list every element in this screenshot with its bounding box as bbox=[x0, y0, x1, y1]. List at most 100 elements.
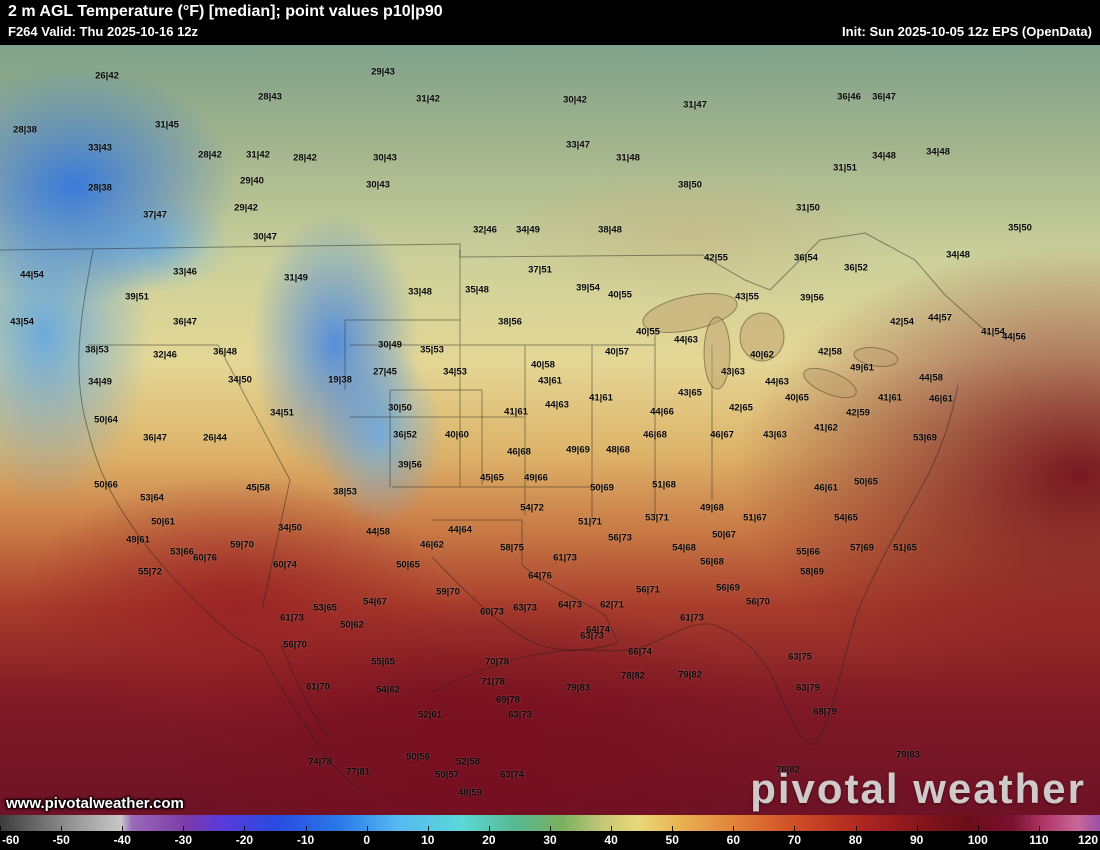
point-value: 63|73 bbox=[508, 709, 532, 721]
point-value: 34|49 bbox=[516, 224, 540, 236]
colorbar-tickmark bbox=[305, 826, 307, 831]
colorbar-tick-label: 90 bbox=[909, 833, 924, 847]
point-value: 61|73 bbox=[553, 552, 577, 564]
point-value: 45|65 bbox=[480, 472, 504, 484]
watermark-brand: pivotal weather bbox=[750, 765, 1086, 812]
point-value: 37|47 bbox=[143, 209, 167, 221]
point-value: 46|68 bbox=[507, 446, 531, 458]
point-value: 50|66 bbox=[94, 479, 118, 491]
point-value: 38|53 bbox=[85, 344, 109, 356]
colorbar-tick-label: -30 bbox=[174, 833, 192, 847]
point-value: 34|50 bbox=[278, 522, 302, 534]
point-value: 79|82 bbox=[678, 669, 702, 681]
point-value: 56|71 bbox=[636, 584, 660, 596]
point-value: 33|46 bbox=[173, 266, 197, 278]
colorbar-tick-label: 10 bbox=[421, 833, 435, 847]
point-value: 27|45 bbox=[373, 366, 397, 378]
point-value: 57|69 bbox=[850, 542, 874, 554]
point-value: 31|49 bbox=[284, 272, 308, 284]
point-value: 54|62 bbox=[376, 684, 400, 696]
point-value: 42|59 bbox=[846, 407, 870, 419]
point-value: 41|61 bbox=[878, 392, 902, 404]
point-value: 49|66 bbox=[524, 472, 548, 484]
colorbar-tick-label: 40 bbox=[604, 833, 618, 847]
point-value: 54|72 bbox=[520, 502, 544, 514]
point-value: 46|62 bbox=[420, 539, 444, 551]
point-value: 34|50 bbox=[228, 374, 252, 386]
point-value: 41|61 bbox=[504, 406, 528, 418]
point-value: 36|46 bbox=[837, 91, 861, 103]
init-time-label: Init: Sun 2025-10-05 12z EPS (OpenData) bbox=[842, 24, 1092, 39]
colorbar-tick-label: 120 bbox=[1077, 833, 1098, 847]
point-value: 31|45 bbox=[155, 119, 179, 131]
point-value: 68|79 bbox=[813, 706, 837, 718]
colorbar-tick-label: 60 bbox=[726, 833, 741, 847]
map-title: 2 m AGL Temperature (°F) [median]; point… bbox=[8, 3, 443, 20]
point-value: 56|73 bbox=[608, 532, 632, 544]
coastline-baja bbox=[261, 644, 363, 791]
point-value: 50|56 bbox=[406, 751, 430, 763]
point-value: 38|50 bbox=[678, 179, 702, 191]
point-value: 34|49 bbox=[88, 376, 112, 388]
colorbar-tick-label: 70 bbox=[787, 833, 802, 847]
point-value: 28|38 bbox=[13, 124, 37, 136]
point-value: 34|51 bbox=[270, 407, 294, 419]
state-border-texas bbox=[431, 519, 619, 651]
point-value: 63|79 bbox=[796, 682, 820, 694]
colorbar-tick-label: 80 bbox=[848, 833, 863, 847]
point-value: 51|68 bbox=[652, 479, 676, 491]
state-borders-plains bbox=[350, 250, 713, 523]
point-value: 40|60 bbox=[445, 429, 469, 441]
point-value: 59|70 bbox=[436, 586, 460, 598]
point-value: 56|68 bbox=[700, 556, 724, 568]
point-value: 74|78 bbox=[308, 756, 332, 768]
coastline-gulf bbox=[431, 592, 867, 746]
point-value: 53|71 bbox=[645, 512, 669, 524]
state-borders-mountain bbox=[344, 319, 483, 487]
point-value: 30|43 bbox=[373, 152, 397, 164]
point-value: 43|63 bbox=[763, 429, 787, 441]
point-value: 40|62 bbox=[750, 349, 774, 361]
point-value: 30|47 bbox=[253, 231, 277, 243]
point-value: 34|48 bbox=[872, 150, 896, 162]
colorbar-tickmark bbox=[611, 826, 613, 831]
point-value: 53|69 bbox=[913, 432, 937, 444]
colorbar-tick-label: 0 bbox=[363, 833, 370, 847]
point-value: 55|66 bbox=[796, 546, 820, 558]
point-value: 50|67 bbox=[712, 529, 736, 541]
point-value: 30|50 bbox=[388, 402, 412, 414]
point-value: 40|65 bbox=[785, 392, 809, 404]
point-value: 44|58 bbox=[366, 526, 390, 538]
point-value: 36|52 bbox=[844, 262, 868, 274]
point-value: 58|69 bbox=[800, 566, 824, 578]
point-value: 64|76 bbox=[528, 570, 552, 582]
point-value: 28|38 bbox=[88, 182, 112, 194]
point-value: 66|74 bbox=[628, 646, 652, 658]
colorbar-tickmark bbox=[122, 826, 124, 831]
point-value: 53|65 bbox=[313, 602, 337, 614]
colorbar-tickmark bbox=[916, 826, 918, 831]
point-value: 36|54 bbox=[794, 252, 818, 264]
point-value: 40|55 bbox=[608, 289, 632, 301]
point-value: 44|56 bbox=[1002, 331, 1026, 343]
borders-overlay bbox=[0, 232, 991, 791]
point-value: 71|78 bbox=[481, 676, 505, 688]
colorbar-tickmark bbox=[977, 826, 979, 831]
colorbar-tickmark bbox=[550, 826, 551, 831]
colorbar-tick-label: 20 bbox=[482, 833, 496, 847]
point-value: 46|67 bbox=[710, 429, 734, 441]
point-value: 40|55 bbox=[636, 326, 660, 338]
state-borders-california bbox=[88, 344, 291, 611]
point-value: 70|78 bbox=[485, 656, 509, 668]
point-value: 63|75 bbox=[788, 651, 812, 663]
point-value: 39|54 bbox=[576, 282, 600, 294]
colorbar: -60 -50 -40 -30 -20 -10 0 10 20 30 40 50 60 70 80 90 100… bbox=[0, 815, 1100, 850]
point-value: 40|57 bbox=[605, 346, 629, 358]
colorbar-tick-label: 110 bbox=[1029, 833, 1049, 847]
point-value: 42|58 bbox=[818, 346, 842, 358]
point-value: 51|71 bbox=[578, 516, 602, 528]
point-value: 34|48 bbox=[926, 146, 950, 158]
point-value: 49|69 bbox=[566, 444, 590, 456]
point-value: 44|57 bbox=[928, 312, 952, 324]
colorbar-tick-label: -20 bbox=[235, 833, 254, 847]
